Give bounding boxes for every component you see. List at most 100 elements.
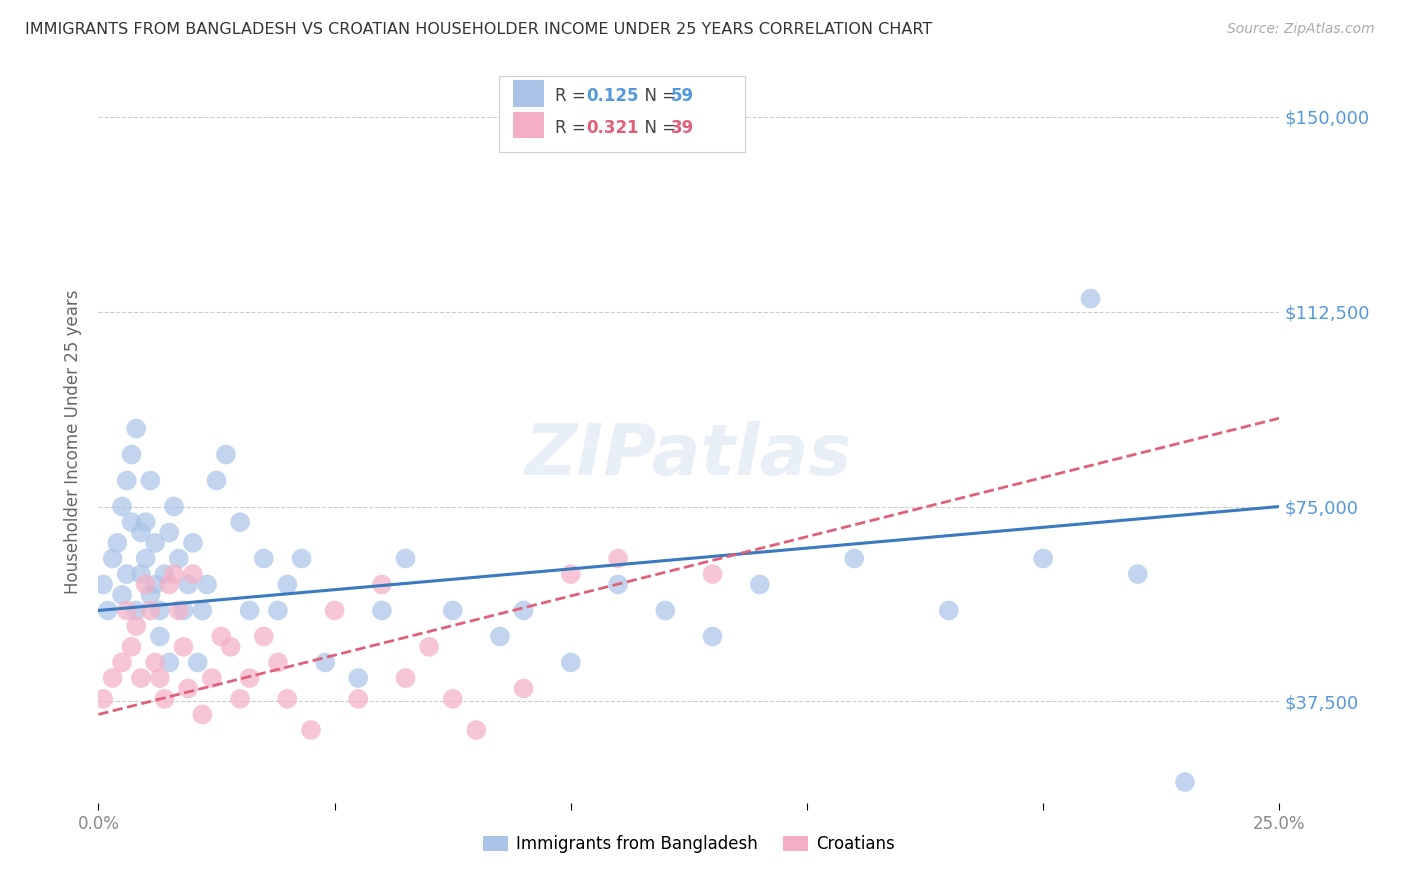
- Point: [121, 448, 143, 462]
- Point: [191, 707, 214, 722]
- Point: [129, 567, 152, 582]
- Point: [1080, 292, 1102, 306]
- Point: [844, 551, 866, 566]
- Point: [143, 577, 166, 591]
- Point: [167, 603, 190, 617]
- Point: [418, 640, 440, 654]
- Point: [191, 603, 214, 617]
- Point: [201, 671, 224, 685]
- Text: R =: R =: [555, 119, 592, 136]
- Point: [177, 681, 200, 696]
- Point: [111, 656, 134, 670]
- Point: [314, 656, 336, 670]
- Point: [239, 671, 262, 685]
- Point: [299, 723, 322, 737]
- Point: [607, 551, 630, 566]
- Point: [441, 691, 464, 706]
- Point: [290, 551, 312, 566]
- Point: [1126, 567, 1149, 582]
- Point: [105, 536, 128, 550]
- Point: [205, 474, 228, 488]
- Point: [512, 603, 534, 617]
- Point: [489, 630, 512, 644]
- Point: [115, 567, 138, 582]
- Point: [229, 515, 252, 529]
- Text: IMMIGRANTS FROM BANGLADESH VS CROATIAN HOUSEHOLDER INCOME UNDER 25 YEARS CORRELA: IMMIGRANTS FROM BANGLADESH VS CROATIAN H…: [25, 22, 932, 37]
- Point: [135, 515, 157, 529]
- Text: ZIPatlas: ZIPatlas: [526, 422, 852, 491]
- Point: [938, 603, 960, 617]
- Point: [172, 640, 194, 654]
- Text: 59: 59: [671, 87, 693, 104]
- Text: R =: R =: [555, 87, 592, 104]
- Point: [111, 500, 134, 514]
- Point: [239, 603, 262, 617]
- Y-axis label: Householder Income Under 25 years: Householder Income Under 25 years: [65, 289, 83, 594]
- Point: [125, 619, 148, 633]
- Point: [135, 551, 157, 566]
- Point: [139, 474, 162, 488]
- Point: [149, 603, 172, 617]
- Point: [129, 671, 152, 685]
- Point: [135, 577, 157, 591]
- Point: [149, 630, 172, 644]
- Point: [153, 691, 176, 706]
- Text: Source: ZipAtlas.com: Source: ZipAtlas.com: [1227, 22, 1375, 37]
- Point: [143, 536, 166, 550]
- Point: [125, 421, 148, 435]
- Point: [209, 630, 232, 644]
- Point: [177, 577, 200, 591]
- Point: [1032, 551, 1054, 566]
- Point: [253, 551, 276, 566]
- Point: [229, 691, 252, 706]
- Point: [139, 603, 162, 617]
- Point: [115, 474, 138, 488]
- Point: [748, 577, 770, 591]
- Point: [187, 656, 209, 670]
- Point: [157, 656, 180, 670]
- Point: [91, 691, 114, 706]
- Point: [149, 671, 172, 685]
- Point: [323, 603, 346, 617]
- Point: [101, 671, 124, 685]
- Point: [394, 671, 416, 685]
- Text: 0.125: 0.125: [586, 87, 638, 104]
- Point: [465, 723, 488, 737]
- Point: [267, 656, 290, 670]
- Point: [371, 603, 394, 617]
- Point: [512, 681, 534, 696]
- Point: [702, 567, 724, 582]
- Point: [101, 551, 124, 566]
- Point: [157, 577, 180, 591]
- Point: [215, 448, 238, 462]
- Point: [702, 630, 724, 644]
- Point: [139, 588, 162, 602]
- Text: N =: N =: [634, 87, 682, 104]
- Point: [560, 656, 582, 670]
- Point: [253, 630, 276, 644]
- Point: [276, 577, 298, 591]
- Point: [267, 603, 290, 617]
- Point: [121, 515, 143, 529]
- Point: [125, 603, 148, 617]
- Text: 39: 39: [671, 119, 695, 136]
- Point: [163, 500, 186, 514]
- Point: [371, 577, 394, 591]
- Legend: Immigrants from Bangladesh, Croatians: Immigrants from Bangladesh, Croatians: [477, 828, 901, 860]
- Point: [219, 640, 242, 654]
- Point: [347, 671, 370, 685]
- Point: [143, 656, 166, 670]
- Point: [607, 577, 630, 591]
- Point: [181, 567, 204, 582]
- Point: [129, 525, 152, 540]
- Point: [153, 567, 176, 582]
- Point: [181, 536, 204, 550]
- Point: [394, 551, 416, 566]
- Point: [195, 577, 218, 591]
- Point: [91, 577, 114, 591]
- Point: [654, 603, 676, 617]
- Point: [163, 567, 186, 582]
- Point: [115, 603, 138, 617]
- Point: [111, 588, 134, 602]
- Point: [1174, 775, 1197, 789]
